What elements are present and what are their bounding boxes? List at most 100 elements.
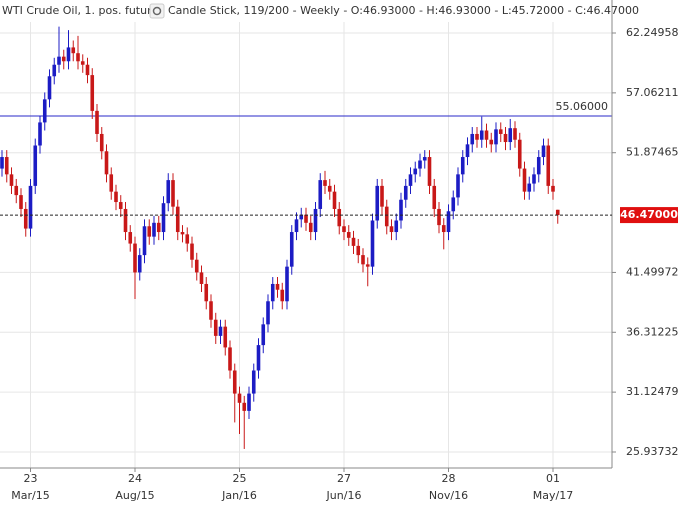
candle-body <box>23 208 28 229</box>
y-tick-label: 31.12479 <box>626 385 679 398</box>
candle-body <box>128 232 133 244</box>
x-tick-label: Mar/15 <box>11 489 49 502</box>
candle-body <box>213 319 218 336</box>
candle-body <box>247 393 251 411</box>
x-tick-label: 24 <box>128 472 142 485</box>
candle-body <box>266 301 270 325</box>
candle-body <box>470 133 475 145</box>
candle-body <box>503 133 508 143</box>
candle-body <box>199 272 204 284</box>
candle-body <box>47 76 52 100</box>
plot-area <box>0 0 612 468</box>
candle-body <box>313 208 318 233</box>
y-tick-label: 62.24958 <box>626 26 679 39</box>
candle-body <box>99 133 104 152</box>
header-box <box>0 0 580 22</box>
candle-body <box>441 225 446 233</box>
candle-body <box>437 208 441 226</box>
candle-body <box>304 214 308 223</box>
candle-body <box>484 130 489 140</box>
candle-body <box>318 180 323 209</box>
x-tick-label: 01 <box>546 472 560 485</box>
candle-body <box>299 214 304 220</box>
y-tick-label: 25.93732 <box>626 445 679 458</box>
candle-body <box>446 211 451 233</box>
reference-label: 55.06000 <box>556 100 609 113</box>
candle-body <box>104 151 109 175</box>
candle-body <box>118 202 123 209</box>
candle-body <box>351 237 356 246</box>
candle-body <box>185 234 190 244</box>
candle-body <box>0 157 4 169</box>
candle-body <box>142 226 147 256</box>
chart-subtitle: Candle Stick, 119/200 - Weekly - O:46.93… <box>168 4 639 17</box>
candle-body <box>123 208 128 233</box>
candle-body <box>275 283 280 290</box>
candle-body <box>465 144 470 158</box>
candle-body <box>190 243 194 260</box>
candle-body <box>479 130 484 140</box>
candle-body <box>327 185 332 192</box>
candle-body <box>237 393 242 403</box>
candle-body <box>228 347 232 371</box>
candle-body <box>223 326 228 348</box>
candle-body <box>9 174 14 186</box>
x-tick-label: May/17 <box>533 489 573 502</box>
x-tick-label: Nov/16 <box>429 489 468 502</box>
candle-body <box>508 128 513 143</box>
candle-body <box>133 243 137 273</box>
candle-body <box>204 283 209 302</box>
candle-body <box>489 139 494 145</box>
candle-body <box>541 145 546 158</box>
x-tick-label: 28 <box>442 472 456 485</box>
candle-body <box>285 266 289 302</box>
candle-body <box>408 174 413 186</box>
y-tick-label: 36.31225 <box>626 325 679 338</box>
x-tick-label: Jan/16 <box>221 489 257 502</box>
candle-body <box>517 139 522 169</box>
candle-body <box>427 157 432 186</box>
candle-body <box>256 345 261 371</box>
candle-body <box>551 185 555 192</box>
candle-body <box>109 174 114 192</box>
candle-body <box>555 209 560 216</box>
candle-body <box>61 56 66 62</box>
candle-body <box>456 174 460 198</box>
candle-body <box>4 157 9 175</box>
candle-body <box>261 324 266 346</box>
candle-body <box>147 226 152 237</box>
candle-body <box>370 220 375 267</box>
candle-body <box>342 226 346 233</box>
candle-body <box>451 197 456 212</box>
candle-body <box>218 326 223 336</box>
candle-body <box>209 301 213 320</box>
candle-body <box>161 203 166 233</box>
y-tick-label: 57.06211 <box>626 86 679 99</box>
candle-body <box>399 199 403 221</box>
settings-icon[interactable] <box>149 3 165 19</box>
candle-body <box>356 245 361 256</box>
candle-body <box>14 185 19 196</box>
candle-body <box>413 168 418 175</box>
candle-body <box>180 232 185 235</box>
candle-body <box>513 128 517 140</box>
x-tick-label: 27 <box>337 472 351 485</box>
candle-body <box>323 180 327 186</box>
candle-body <box>532 174 536 184</box>
x-tick-label: 25 <box>233 472 247 485</box>
candle-body <box>332 191 337 209</box>
candle-body <box>156 222 161 233</box>
candle-body <box>232 370 237 394</box>
candle-body <box>280 289 285 302</box>
candle-body <box>251 370 256 394</box>
candle-body <box>152 222 156 237</box>
candle-body <box>19 195 23 209</box>
candle-body <box>52 64 57 77</box>
candle-body <box>380 185 384 207</box>
candle-body <box>33 145 38 186</box>
candle-body <box>337 208 342 227</box>
candle-body <box>95 110 99 134</box>
candle-body <box>308 222 313 233</box>
candle-body <box>28 185 33 229</box>
candle-body <box>536 157 541 175</box>
